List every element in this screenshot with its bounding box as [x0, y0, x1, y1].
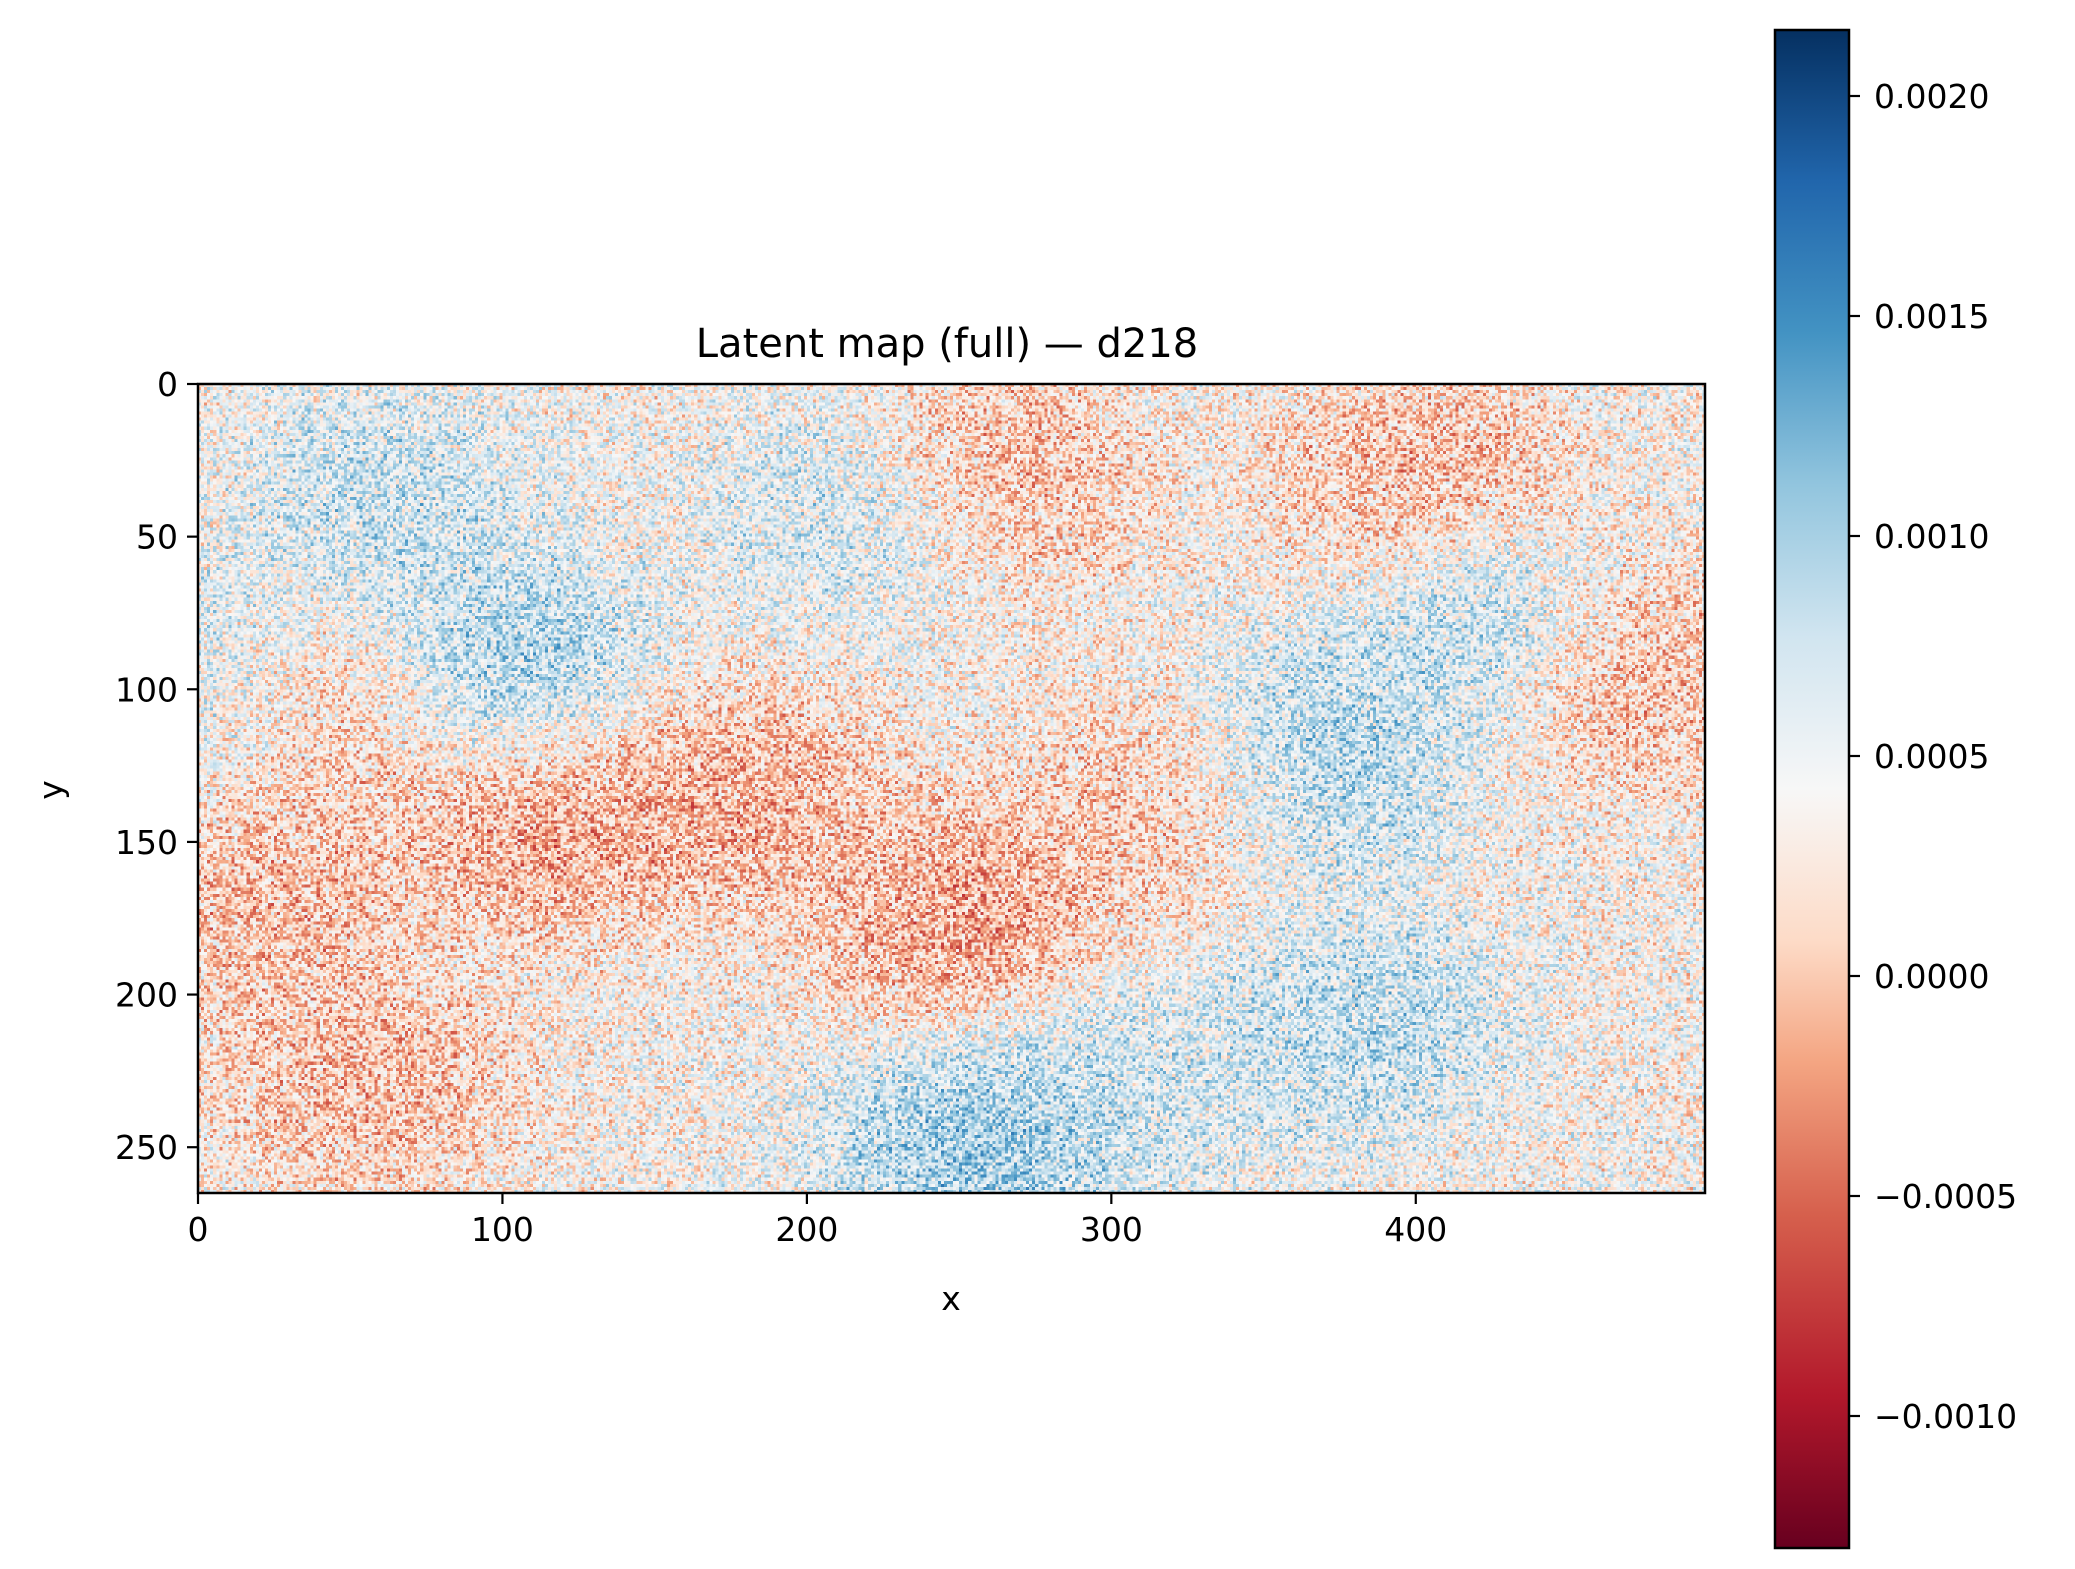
colorbar-ticks: −0.0010 −0.0005 0.0000 0.0005 0.0010 0.0015 0.…: [1849, 77, 2017, 1436]
colorbar-tick-label: 0.0000: [1874, 957, 1989, 996]
heatmap-area: [198, 384, 1705, 1193]
x-axis-ticks: 0 100 200 300 400: [188, 1193, 1447, 1249]
y-axis-label: y: [31, 780, 70, 800]
y-tick-label: 0: [157, 365, 178, 404]
colorbar-tick-label: −0.0005: [1874, 1177, 2017, 1216]
x-tick-label: 400: [1384, 1210, 1447, 1249]
x-tick-label: 300: [1080, 1210, 1143, 1249]
y-tick-label: 250: [115, 1128, 178, 1167]
x-tick-label: 200: [775, 1210, 838, 1249]
colorbar: [1773, 28, 1851, 1550]
plot-frame: [196, 382, 1707, 1195]
x-tick-label: 0: [188, 1210, 209, 1249]
heatmap-canvas: [198, 384, 1705, 1193]
y-tick-label: 200: [115, 976, 178, 1015]
x-axis-label: x: [941, 1279, 961, 1318]
colorbar-tick-label: 0.0020: [1874, 77, 1989, 116]
colorbar-tick-label: 0.0010: [1874, 517, 1989, 556]
colorbar-tick-label: 0.0005: [1874, 737, 1989, 776]
colorbar-tick-label: −0.0010: [1874, 1397, 2017, 1436]
y-tick-label: 50: [136, 518, 178, 557]
colorbar-tick-label: 0.0015: [1874, 297, 1989, 336]
chart-title: Latent map (full) — d218: [696, 321, 1198, 367]
x-tick-label: 100: [471, 1210, 534, 1249]
y-tick-label: 150: [115, 823, 178, 862]
y-tick-label: 100: [115, 670, 178, 709]
y-axis-ticks: 0 50 100 150 200 250: [115, 365, 198, 1167]
